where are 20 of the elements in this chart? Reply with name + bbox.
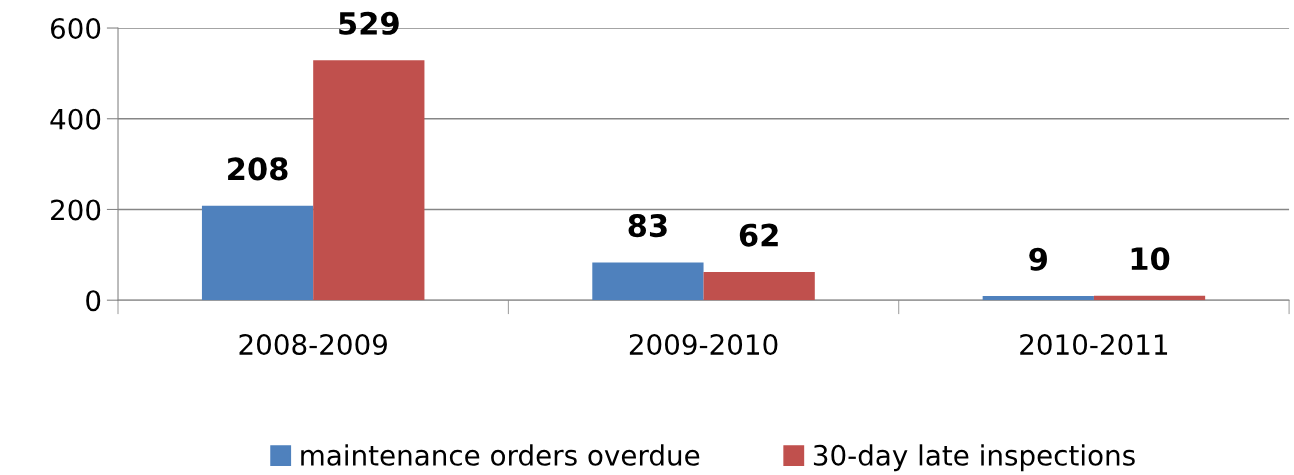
data-label: 529 bbox=[339, 11, 399, 35]
y-tick-label: 600 bbox=[50, 17, 101, 39]
data-label: 9 bbox=[1029, 247, 1047, 271]
x-tick-label: 2009-2010 bbox=[629, 334, 778, 356]
legend-label: maintenance orders overdue bbox=[301, 444, 700, 466]
legend-label: 30-day late inspections bbox=[813, 444, 1135, 472]
data-label: 208 bbox=[228, 157, 288, 181]
bar bbox=[313, 60, 425, 301]
bar bbox=[982, 296, 1094, 301]
bar bbox=[201, 205, 314, 301]
x-tick-label: 2008-2009 bbox=[239, 334, 387, 356]
data-label: 62 bbox=[739, 223, 778, 247]
bar bbox=[592, 262, 704, 301]
x-tick-label: 2010-2011 bbox=[1020, 334, 1168, 356]
data-label: 10 bbox=[1131, 247, 1170, 271]
data-label: 83 bbox=[628, 214, 667, 238]
y-tick-label: 400 bbox=[50, 108, 101, 130]
bar bbox=[703, 272, 815, 301]
y-tick-label: 200 bbox=[51, 199, 101, 221]
y-tick-label: 0 bbox=[86, 290, 101, 312]
